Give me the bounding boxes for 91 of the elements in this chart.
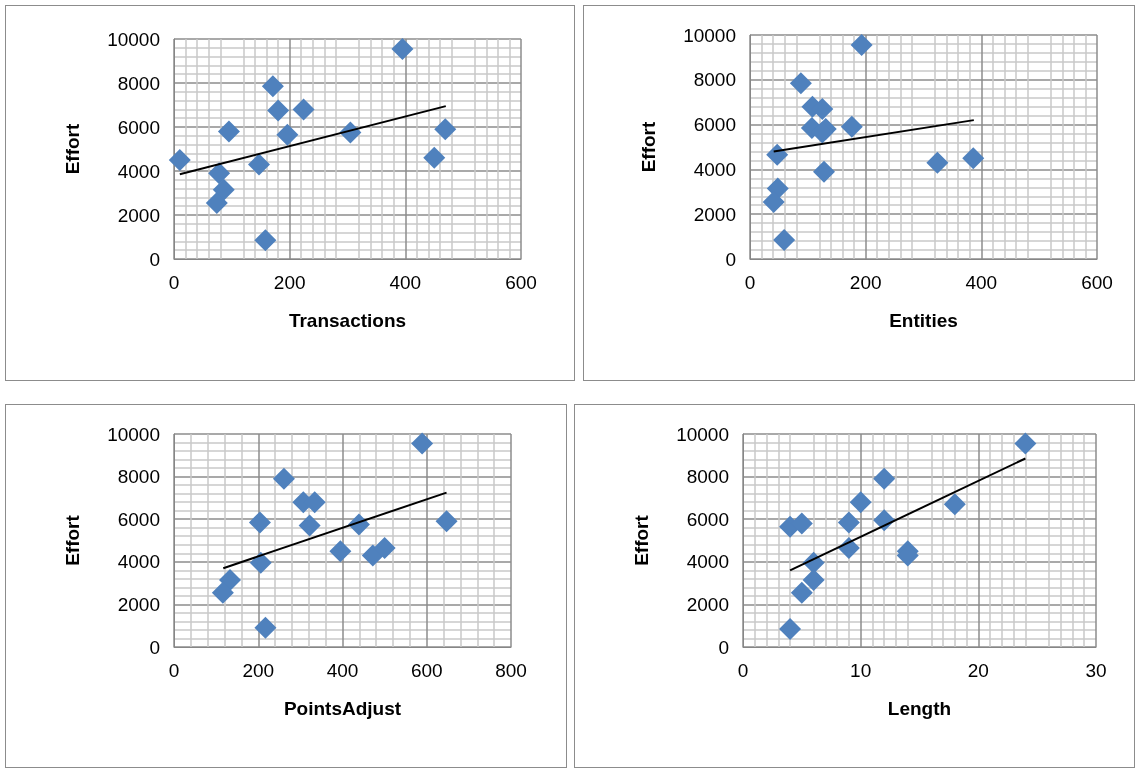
point — [762, 190, 785, 213]
point — [217, 120, 240, 143]
x-tick-label: 30 — [1085, 660, 1107, 681]
y-tick-label: 6000 — [117, 508, 160, 530]
point — [261, 75, 284, 98]
point — [219, 568, 242, 591]
x-axis-title: PointsAdjust — [283, 698, 402, 719]
y-tick-label: 2000 — [117, 593, 160, 615]
point — [423, 146, 446, 169]
y-tick-label: 10000 — [107, 28, 160, 50]
y-tick-label: 4000 — [117, 551, 160, 573]
y-tick-label: 8000 — [693, 69, 736, 91]
y-axis-title: Effort — [62, 123, 83, 175]
y-tick-label: 6000 — [117, 116, 160, 138]
y-axis-title: Effort — [62, 514, 83, 566]
y-tick-label: 8000 — [686, 466, 729, 488]
point — [926, 151, 949, 174]
point — [837, 511, 860, 534]
x-tick-label: 400 — [389, 272, 422, 293]
point — [962, 147, 985, 170]
x-tick-label: 10 — [850, 660, 872, 681]
y-tick-label: 0 — [149, 248, 160, 270]
y-axis-title: Effort — [638, 121, 659, 173]
point — [943, 493, 966, 516]
point — [292, 98, 315, 121]
point — [267, 99, 290, 122]
point — [790, 581, 813, 604]
point — [789, 72, 812, 95]
x-axis-title: Entities — [889, 310, 958, 331]
x-tick-label: 800 — [495, 660, 527, 681]
x-tick-label: 600 — [505, 272, 537, 293]
point — [211, 581, 234, 604]
point — [205, 191, 228, 214]
point — [272, 467, 295, 490]
point — [773, 228, 796, 251]
y-axis-title: Effort — [631, 514, 652, 566]
point — [249, 551, 272, 574]
x-tick-label: 0 — [168, 660, 180, 681]
x-axis-title: Length — [887, 698, 952, 719]
y-tick-label: 2000 — [693, 203, 736, 225]
point — [766, 143, 789, 166]
x-axis-title: Transactions — [288, 310, 407, 331]
point — [208, 162, 231, 185]
point — [391, 37, 414, 60]
y-tick-label: 2000 — [117, 204, 160, 226]
point — [212, 178, 235, 201]
x-tick-label: 200 — [273, 272, 306, 293]
y-tick-label: 8000 — [117, 466, 160, 488]
x-tick-label: 0 — [744, 272, 756, 293]
point — [840, 115, 863, 138]
point — [813, 160, 836, 183]
point — [434, 118, 457, 141]
point — [779, 617, 802, 640]
point — [248, 511, 271, 534]
x-tick-label: 20 — [967, 660, 989, 681]
point — [850, 34, 873, 57]
point — [276, 123, 299, 146]
point — [298, 514, 321, 537]
point — [435, 510, 458, 533]
y-tick-label: 10000 — [683, 24, 736, 46]
y-tick-label: 4000 — [693, 158, 736, 180]
y-tick-label: 6000 — [686, 508, 729, 530]
y-tick-label: 4000 — [686, 551, 729, 573]
y-tick-label: 10000 — [107, 423, 160, 445]
point — [373, 536, 396, 559]
point — [254, 229, 277, 252]
point — [329, 540, 352, 563]
x-tick-label: 400 — [965, 272, 998, 293]
x-tick-label: 600 — [1081, 272, 1113, 293]
x-tick-label: 200 — [242, 660, 275, 681]
y-tick-label: 6000 — [693, 114, 736, 136]
x-tick-label: 600 — [410, 660, 443, 681]
point — [254, 616, 277, 639]
point — [411, 432, 434, 455]
y-tick-label: 2000 — [686, 593, 729, 615]
y-tick-label: 0 — [149, 636, 160, 658]
y-tick-label: 0 — [718, 636, 729, 658]
x-tick-label: 200 — [849, 272, 882, 293]
y-tick-label: 4000 — [117, 160, 160, 182]
y-tick-label: 0 — [725, 248, 736, 270]
point — [168, 149, 191, 171]
y-tick-label: 8000 — [117, 72, 160, 94]
point — [248, 153, 271, 176]
x-tick-label: 0 — [168, 272, 180, 293]
point — [849, 491, 872, 514]
point — [873, 467, 896, 490]
y-tick-label: 10000 — [676, 423, 729, 445]
point — [802, 568, 825, 591]
point — [1014, 432, 1037, 455]
x-tick-label: 0 — [737, 660, 749, 681]
x-tick-label: 400 — [326, 660, 359, 681]
